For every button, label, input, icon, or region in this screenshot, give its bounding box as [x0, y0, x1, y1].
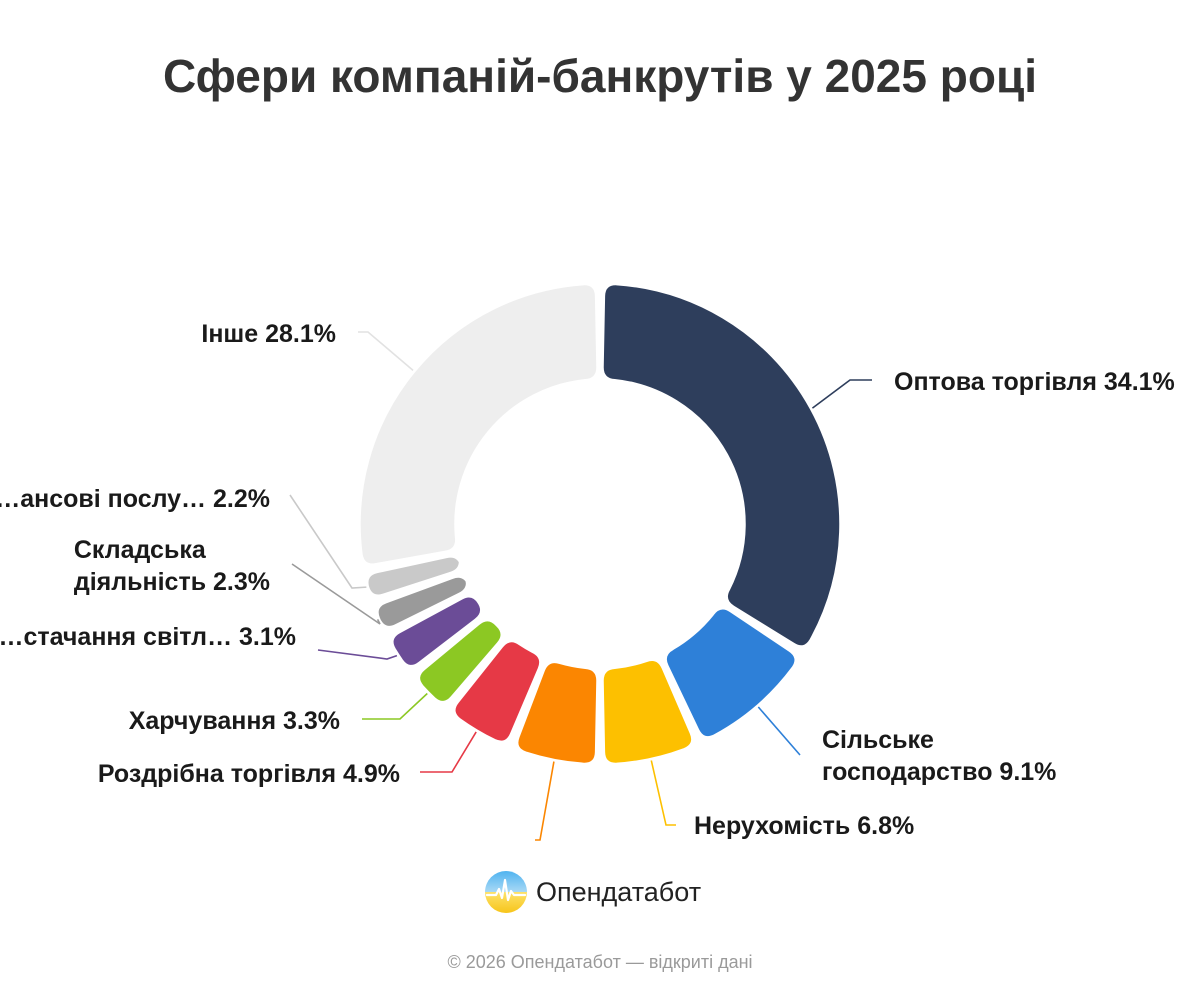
slice-label-2: Сільське господарство 9.1% — [822, 726, 1056, 786]
chart-title-text: Сфери компаній-банкрутів у 2025 році — [163, 50, 1037, 102]
donut-slice-3 — [602, 659, 693, 765]
slice-label-6: Харчування 3.3% — [129, 707, 340, 735]
donut-slice-5 — [454, 640, 541, 743]
leader-line-10 — [358, 331, 414, 371]
leader-line-3 — [650, 760, 676, 826]
leader-lines — [289, 331, 872, 841]
leader-line-9 — [289, 494, 367, 589]
donut-slice-8 — [377, 576, 470, 628]
brand-logo: Опендатабот — [484, 870, 701, 914]
slice-label-5: Роздрібна торгівля 4.9% — [98, 760, 400, 788]
slice-label-1: Оптова торгівля 34.1% — [894, 368, 1175, 396]
donut-slice-6 — [418, 619, 503, 703]
leader-line-6 — [362, 692, 428, 720]
donut-slice-2 — [665, 608, 796, 738]
slice-labels: Оптова торгівля 34.1% Сільське господарств… — [0, 320, 1175, 840]
footer-copyright: © 2026 Опендатабот — відкриті дані — [447, 952, 753, 972]
donut-slices — [359, 283, 841, 765]
slice-label-3: Нерухомість 6.8% — [694, 812, 914, 840]
leader-line-8 — [291, 563, 381, 625]
leader-line-7 — [317, 649, 398, 660]
brand-name: Опендатабот — [536, 876, 702, 907]
slice-label-10: Інше 28.1% — [201, 320, 336, 348]
leader-line-4 — [535, 761, 555, 841]
leader-line-2 — [757, 706, 801, 756]
slice-label-9: …ансові послу… 2.2% — [0, 485, 270, 513]
leader-line-5 — [420, 731, 477, 773]
donut-slice-10 — [359, 283, 598, 565]
donut-slice-9 — [367, 556, 463, 597]
donut-slice-7 — [392, 596, 482, 667]
slice-label-8: Складська діяльність 2.3% — [74, 536, 270, 596]
leader-line-1 — [811, 379, 872, 409]
donut-slice-4 — [516, 661, 598, 765]
chart-title: Сфери компаній-банкрутів у 2025 році — [0, 42, 1200, 110]
slice-label-7: …стачання світл… 3.1% — [0, 623, 296, 651]
opendatabot-logo-icon — [485, 871, 527, 913]
donut-slice-1 — [602, 283, 841, 647]
